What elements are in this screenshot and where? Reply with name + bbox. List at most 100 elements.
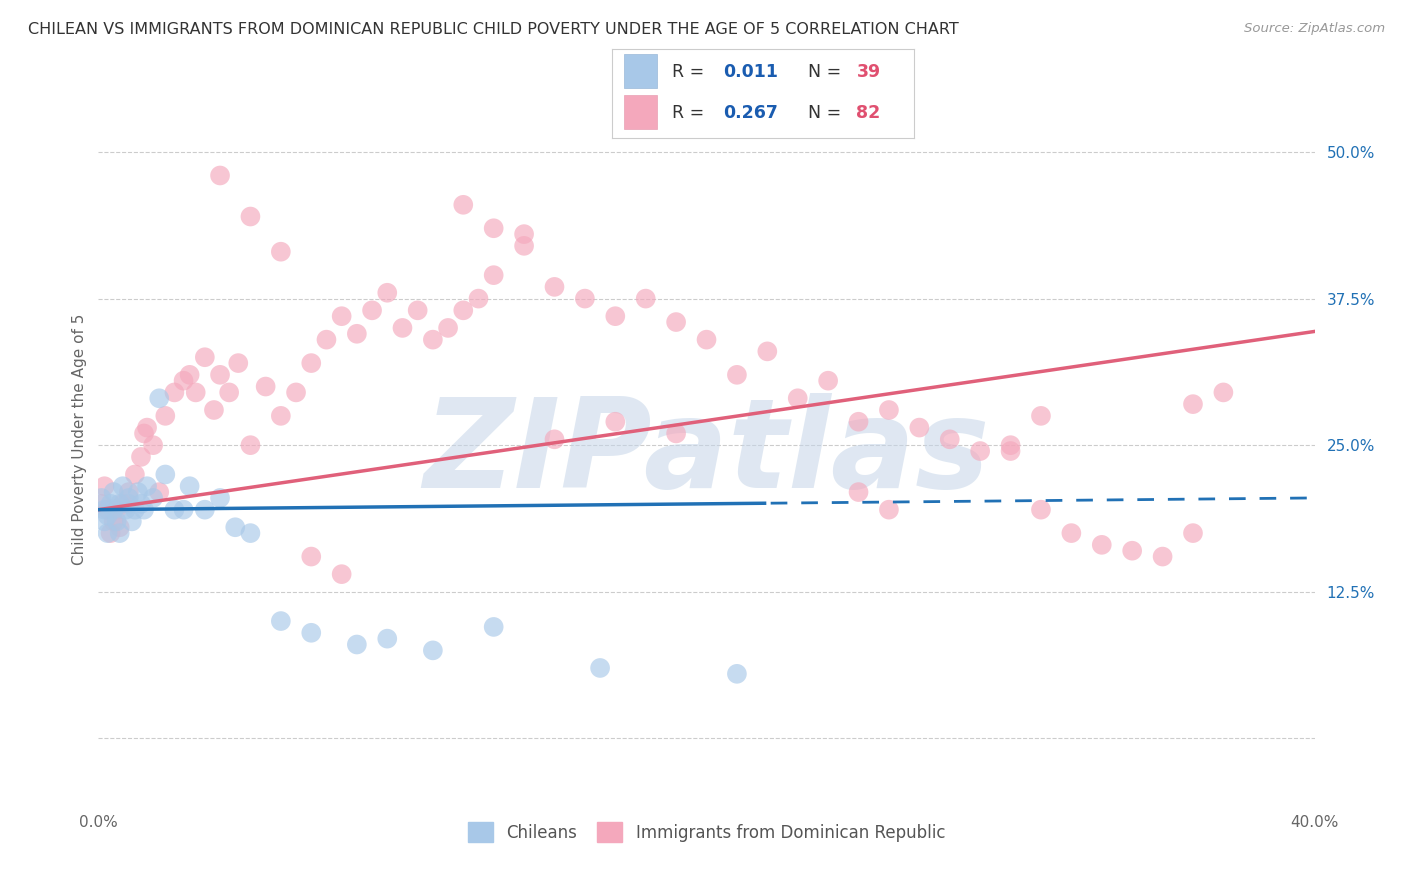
Point — [908, 420, 931, 434]
Point — [1212, 385, 1234, 400]
Point — [124, 502, 146, 516]
Text: ZIPatlas: ZIPatlas — [423, 393, 990, 515]
Point — [93, 502, 115, 516]
Text: N =: N = — [808, 104, 846, 122]
Point — [725, 368, 748, 382]
Point — [163, 502, 186, 516]
Text: 82: 82 — [856, 104, 880, 122]
Point — [209, 368, 232, 382]
Point — [422, 643, 444, 657]
Point — [129, 497, 152, 511]
Point — [142, 491, 165, 505]
Point — [118, 497, 141, 511]
Point — [105, 502, 128, 516]
Point — [453, 198, 475, 212]
Point — [111, 479, 134, 493]
Point — [173, 502, 195, 516]
Point — [108, 497, 131, 511]
Point — [437, 321, 460, 335]
Point — [513, 239, 536, 253]
Point — [375, 632, 398, 646]
Point — [877, 403, 900, 417]
Point — [136, 479, 159, 493]
Legend: Chileans, Immigrants from Dominican Republic: Chileans, Immigrants from Dominican Repu… — [461, 815, 952, 849]
Point — [817, 374, 839, 388]
Point — [218, 385, 240, 400]
Point — [665, 315, 688, 329]
Point — [299, 625, 322, 640]
Point — [93, 515, 115, 529]
Point — [254, 379, 277, 393]
Point — [136, 420, 159, 434]
Bar — [624, 95, 657, 129]
Point — [346, 326, 368, 341]
Point — [127, 485, 149, 500]
Point — [1121, 543, 1143, 558]
Point — [105, 515, 128, 529]
Point — [391, 321, 413, 335]
Point — [589, 661, 612, 675]
Point — [543, 280, 565, 294]
Point — [118, 485, 141, 500]
Point — [173, 374, 195, 388]
Point — [96, 502, 118, 516]
Point — [239, 210, 262, 224]
Point — [1152, 549, 1174, 564]
Point — [194, 502, 217, 516]
Point — [129, 450, 152, 464]
Y-axis label: Child Poverty Under the Age of 5: Child Poverty Under the Age of 5 — [72, 314, 87, 565]
Point — [1182, 397, 1205, 411]
Point — [543, 432, 565, 446]
Point — [142, 438, 165, 452]
Point — [194, 350, 217, 364]
Text: R =: R = — [672, 104, 710, 122]
Point — [209, 491, 232, 505]
Bar — [624, 54, 657, 88]
Point — [330, 309, 353, 323]
Point — [1182, 526, 1205, 541]
Point — [224, 520, 246, 534]
Point — [1029, 409, 1052, 423]
Point — [155, 409, 177, 423]
Point — [877, 502, 900, 516]
Point — [270, 409, 292, 423]
Point — [124, 467, 146, 482]
Point — [330, 567, 353, 582]
Point — [848, 485, 870, 500]
Point — [118, 491, 141, 505]
Point — [756, 344, 779, 359]
Point — [132, 426, 155, 441]
Point — [184, 385, 207, 400]
Point — [103, 502, 125, 516]
Point — [179, 479, 201, 493]
Point — [270, 614, 292, 628]
Point — [422, 333, 444, 347]
Point — [299, 549, 322, 564]
Point — [696, 333, 718, 347]
Point — [108, 526, 131, 541]
Point — [270, 244, 292, 259]
Point — [155, 467, 177, 482]
Text: Source: ZipAtlas.com: Source: ZipAtlas.com — [1244, 22, 1385, 36]
Point — [100, 497, 122, 511]
Point — [346, 638, 368, 652]
Point — [96, 526, 118, 541]
Point — [665, 426, 688, 441]
Point — [482, 268, 505, 282]
Point — [513, 227, 536, 241]
Point — [939, 432, 962, 446]
Point — [848, 415, 870, 429]
Point — [93, 479, 115, 493]
Point — [467, 292, 489, 306]
Point — [148, 485, 170, 500]
Text: 39: 39 — [856, 63, 880, 81]
Point — [239, 438, 262, 452]
Point — [1091, 538, 1114, 552]
Point — [121, 515, 143, 529]
Text: R =: R = — [672, 63, 710, 81]
Point — [482, 620, 505, 634]
Point — [226, 356, 249, 370]
Point — [148, 391, 170, 405]
Text: N =: N = — [808, 63, 846, 81]
Point — [453, 303, 475, 318]
